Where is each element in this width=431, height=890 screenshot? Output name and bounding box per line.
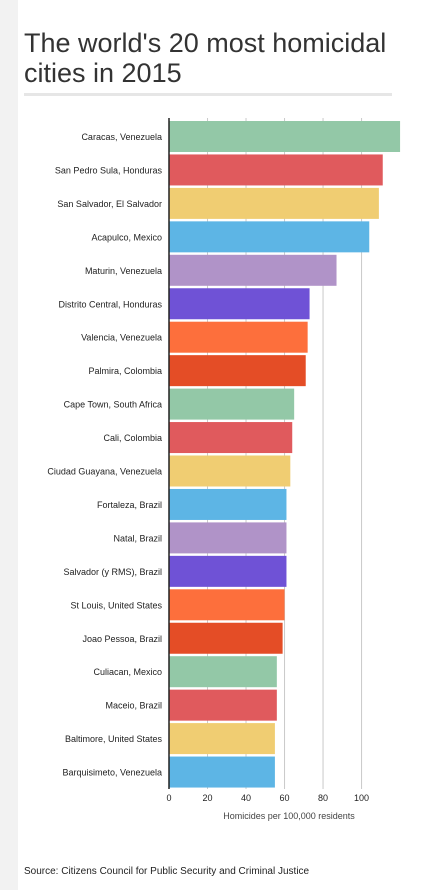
bar [169,254,337,286]
bar [169,321,308,353]
bar-chart: Caracas, Venezuela San Pedro Sula, Hondur… [47,118,401,821]
chart-title: The world's 20 most homicidal cities in … [24,28,387,88]
bar [169,689,277,721]
category-label: Baltimore, United States [65,734,163,744]
bar [169,622,283,654]
category-label: Acapulco, Mexico [91,232,162,242]
category-label: San Pedro Sula, Honduras [55,165,163,175]
category-label: Cape Town, South Africa [64,400,162,410]
category-label: Distrito Central, Honduras [58,299,162,309]
category-label: Natal, Brazil [113,533,162,543]
x-tick-label: 80 [318,793,328,803]
category-label: Caracas, Venezuela [81,132,162,142]
x-tick-label: 20 [203,793,213,803]
bar [169,422,293,454]
title-divider [24,93,392,96]
bar [169,154,383,186]
category-label: Ciudad Guayana, Venezuela [47,467,162,477]
bar [169,589,285,621]
bar [169,221,370,253]
x-tick-label: 0 [166,793,171,803]
bar [169,488,287,520]
bar [169,756,275,788]
category-label: Cali, Colombia [103,433,162,443]
bar [169,522,287,554]
x-tick-label: 100 [354,793,369,803]
category-label: San Salvador, El Salvador [57,199,162,209]
category-label: Barquisimeto, Venezuela [62,768,162,778]
bar [169,455,291,487]
category-label: Salvador (y RMS), Brazil [63,567,162,577]
bar [169,121,401,152]
bar [169,723,275,755]
source-note: Source: Citizens Council for Public Secu… [24,866,310,877]
category-label: St Louis, United States [70,600,162,610]
bar [169,355,306,387]
category-label: Joao Pessoa, Brazil [82,634,162,644]
bar [169,555,287,587]
category-label: Maturin, Venezuela [85,266,162,276]
x-tick-label: 60 [280,793,290,803]
category-label: Fortaleza, Brazil [97,500,162,510]
category-label: Culiacan, Mexico [93,667,162,677]
bar [169,656,277,688]
category-label: Maceio, Brazil [105,701,162,711]
category-label: Valencia, Venezuela [81,333,162,343]
x-axis-label: Homicides per 100,000 residents [223,811,355,821]
bar [169,187,379,219]
bar [169,288,310,320]
bar [169,388,295,420]
category-label: Palmira, Colombia [88,366,162,376]
x-tick-label: 40 [241,793,251,803]
